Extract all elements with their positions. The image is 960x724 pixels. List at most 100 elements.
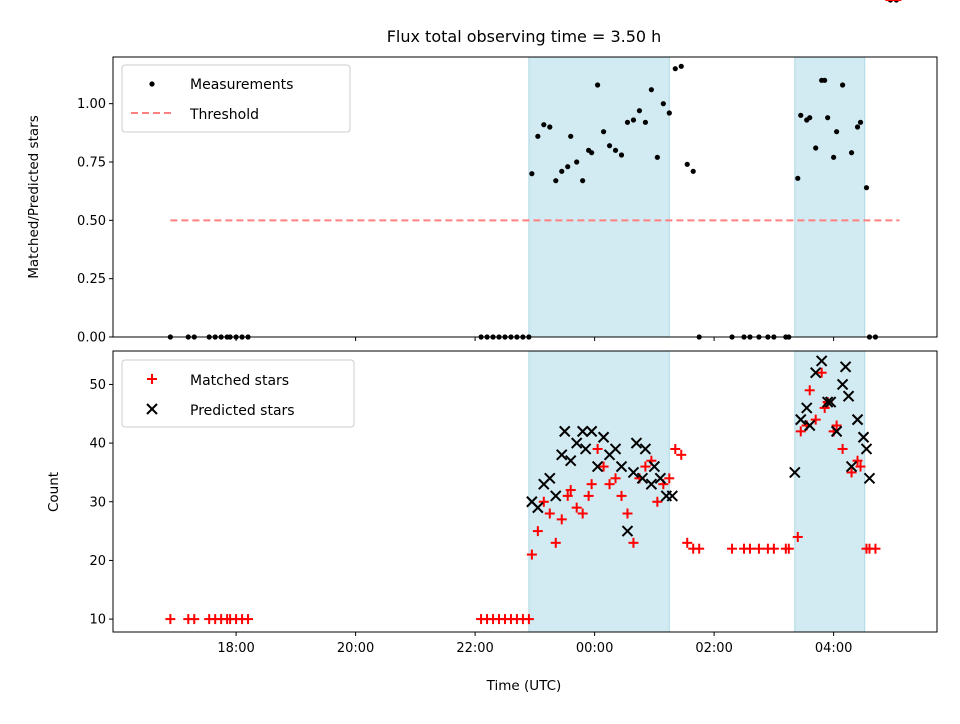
predicted-star-point: [627, 466, 640, 479]
matched-star-point: [526, 549, 537, 560]
matched-star-point: [628, 537, 639, 548]
matched-star-point: [583, 490, 594, 501]
predicted-star-point: [824, 396, 837, 408]
top-y-tick-label: 1.00: [77, 97, 106, 112]
matched-star-point: [544, 508, 555, 519]
matched-star-point: [565, 485, 576, 496]
predicted-star-point: [556, 449, 568, 461]
predicted-star-point: [842, 390, 855, 402]
bottom-y-tick-label: 40: [89, 437, 106, 452]
x-tick-label: 22:00: [456, 641, 493, 656]
matched-star-point: [810, 414, 821, 425]
measurement-point: [535, 133, 541, 139]
predicted-star-point: [570, 437, 583, 449]
predicted-star-point: [565, 454, 577, 467]
matched-star-point: [592, 443, 603, 454]
predicted-star-point: [860, 443, 873, 455]
predicted-star-point: [815, 355, 828, 367]
matched-star-point: [816, 367, 827, 378]
legend-predicted-marker: [146, 403, 158, 415]
measurement-point: [642, 119, 649, 125]
predicted-star-point: [851, 413, 864, 426]
x-tick-label: 02:00: [695, 641, 732, 656]
matched-star-point: [586, 479, 597, 490]
predicted-star-point: [636, 472, 649, 485]
bottom-shaded-interval: [528, 350, 670, 633]
matched-star-point: [640, 461, 651, 472]
measurement-point: [618, 152, 625, 158]
predicted-star-point: [639, 443, 652, 455]
measurement-point: [807, 115, 813, 121]
x-tick-label: 04:00: [815, 641, 852, 656]
legend-predicted-label: Predicted stars: [190, 403, 295, 419]
x-tick-label: 20:00: [337, 641, 374, 656]
bottom-axes-frame: [112, 350, 938, 633]
predicted-star-point: [591, 460, 604, 473]
measurement-point: [863, 185, 870, 191]
matched-star-point: [768, 543, 779, 554]
measurement-point: [672, 66, 678, 72]
predicted-star-point: [576, 425, 589, 438]
measurement-point: [666, 110, 672, 116]
matched-star-point: [616, 490, 627, 501]
matched-star-point: [837, 443, 848, 454]
measurement-point: [612, 147, 619, 153]
predicted-star-point: [585, 425, 598, 438]
top-legend: Measurements Threshold: [121, 64, 351, 133]
measurement-point: [568, 133, 574, 139]
predicted-star-point: [645, 478, 658, 490]
predicted-star-point: [809, 366, 822, 379]
measurement-point: [684, 161, 690, 167]
top-y-tick-label: 0.50: [77, 214, 106, 229]
predicted-star-point: [621, 525, 634, 537]
chart-title: Flux total observing time = 3.50 h: [387, 27, 662, 46]
predicted-star-point: [648, 460, 661, 473]
measurement-point: [848, 150, 855, 156]
predicted-star-point: [630, 437, 643, 449]
matched-star-point: [550, 537, 561, 548]
predicted-star-point: [615, 460, 628, 473]
matched-star-point: [562, 490, 573, 501]
matched-star-point: [831, 420, 842, 431]
measurement-point: [574, 159, 580, 165]
matched-star-point: [571, 502, 582, 513]
measurement-point: [624, 119, 631, 125]
matched-star-point: [577, 508, 588, 519]
measurement-point: [559, 168, 565, 174]
predicted-star-point: [544, 472, 556, 485]
matched-star-point: [783, 543, 794, 554]
measurement-point: [678, 63, 684, 69]
measurement-point: [630, 117, 637, 123]
x-axis-label: Time (UTC): [486, 678, 562, 694]
predicted-star-point: [654, 472, 667, 485]
predicted-star-point: [559, 425, 571, 438]
top-y-tick-label: 0.00: [77, 331, 106, 346]
measurement-point: [648, 87, 654, 93]
measurement-point: [600, 129, 607, 135]
measurement-point: [636, 108, 643, 114]
measurement-point: [654, 154, 660, 160]
predicted-star-point: [821, 396, 834, 408]
matched-star-point: [610, 473, 621, 484]
predicted-star-point: [804, 419, 816, 432]
measurement-point: [795, 175, 801, 181]
matched-star-point: [682, 537, 693, 548]
measurement-point: [589, 150, 595, 156]
measurement-point: [798, 112, 804, 118]
predicted-star-point: [597, 431, 610, 443]
measurement-point: [541, 122, 547, 128]
predicted-star-point: [839, 361, 852, 373]
top-y-axis-label: Matched/Predicted stars: [26, 115, 42, 278]
bottom-y-tick-label: 50: [89, 378, 106, 393]
predicted-star-point: [789, 466, 801, 479]
measurement-point: [595, 82, 601, 88]
matched-star-point: [670, 443, 681, 454]
measurement-point: [660, 101, 666, 107]
matched-star-point: [622, 508, 633, 519]
x-tick-label: 00:00: [576, 641, 613, 656]
measurement-point: [839, 82, 846, 88]
predicted-star-point: [857, 431, 870, 443]
matched-star-point: [855, 461, 866, 472]
measurement-point: [529, 171, 535, 177]
